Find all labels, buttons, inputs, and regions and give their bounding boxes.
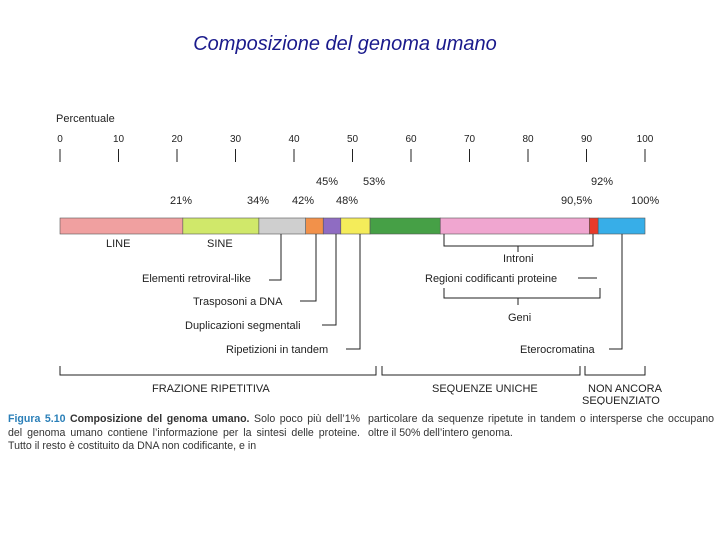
unique-leader-lines [443, 234, 623, 350]
percent-label-92: 92% [591, 176, 613, 188]
bar-segment-elementi-retrovirali-like [258, 217, 306, 235]
label-coding-regions: Regioni codificanti proteine [425, 273, 557, 285]
scale-tick-label: 60 [405, 134, 417, 145]
caption-left-column: Figura 5.10 Composizione del genoma uman… [8, 413, 360, 454]
genome-bar [59, 217, 646, 235]
repeat-leader-lines [269, 234, 361, 350]
percent-label-100: 100% [631, 195, 659, 207]
fraction-unique: SEQUENZE UNICHE [432, 383, 538, 395]
label-sine: SINE [207, 238, 233, 250]
scale-tick-label: 20 [171, 134, 183, 145]
slide-title: Composizione del genoma umano [193, 33, 497, 55]
label-introns: Introni [503, 253, 534, 265]
figure-label: Figura 5.10 [8, 413, 66, 425]
bar-segment-introni [439, 217, 590, 235]
scale-tick-label: 50 [347, 134, 359, 145]
label-segmental-duplications: Duplicazioni segmentali [185, 320, 301, 332]
caption-right-column: particolare da sequenze ripetute in tand… [368, 413, 714, 440]
fraction-not-sequenced-line2: SEQUENZIATO [582, 395, 660, 405]
bar-segment-non-ancora-sequenziato [597, 217, 646, 235]
bar-segment-line [59, 217, 184, 235]
percent-label-42: 42% [292, 195, 314, 207]
percent-label-45: 45% [316, 176, 338, 188]
scale-tick-label: 10 [113, 134, 125, 145]
figure-title: Composizione del genoma umano. [70, 413, 250, 425]
label-genes: Geni [508, 312, 531, 324]
percent-label-34: 34% [247, 195, 269, 207]
percent-label-53: 53% [363, 176, 385, 188]
scale-tick-label: 0 [57, 134, 63, 145]
scale-tick-label: 80 [522, 134, 534, 145]
percent-label-48: 48% [336, 195, 358, 207]
scale-tick-label: 40 [288, 134, 300, 145]
caption-right-text: particolare da sequenze ripetute in tand… [368, 413, 714, 439]
label-heterochromatin: Eterocromatina [520, 344, 595, 356]
scale-label: Percentuale [56, 113, 115, 125]
caption-left-text: Solo poco più dell’1% del genoma umano c… [8, 413, 361, 452]
percent-label-90-5: 90,5% [561, 195, 592, 207]
label-retroviral-like: Elementi retroviral-like [142, 273, 251, 285]
scale-tick-label: 90 [581, 134, 593, 145]
bar-segment-eterocromatina [589, 217, 599, 235]
scale-tick-label: 70 [464, 134, 476, 145]
fraction-brackets [59, 366, 646, 376]
genome-composition-diagram: Percentuale 0 10 20 30 40 50 60 70 80 90 100 21% 3… [56, 113, 663, 405]
label-dna-transposons: Trasposoni a DNA [193, 296, 283, 308]
fraction-not-sequenced-line1: NON ANCORA [588, 383, 663, 395]
scale-tick-label: 100 [637, 134, 654, 145]
scale-ticks: 0 10 20 30 40 50 60 70 80 90 100 [57, 134, 654, 162]
label-line: LINE [106, 238, 130, 250]
fraction-repetitive: FRAZIONE RIPETITIVA [152, 383, 270, 395]
bar-segment-ripetizioni-in-tandem [340, 217, 371, 235]
percent-label-21: 21% [170, 195, 192, 207]
bar-segment-sine [182, 217, 260, 235]
scale-tick-label: 30 [230, 134, 242, 145]
bar-segment-duplicazioni-segmentali [322, 217, 342, 235]
label-tandem-repeats: Ripetizioni in tandem [226, 344, 328, 356]
bar-segment-trasposoni-a-dna [305, 217, 324, 235]
bar-segment-regioni-codificanti-proteine [369, 217, 441, 235]
